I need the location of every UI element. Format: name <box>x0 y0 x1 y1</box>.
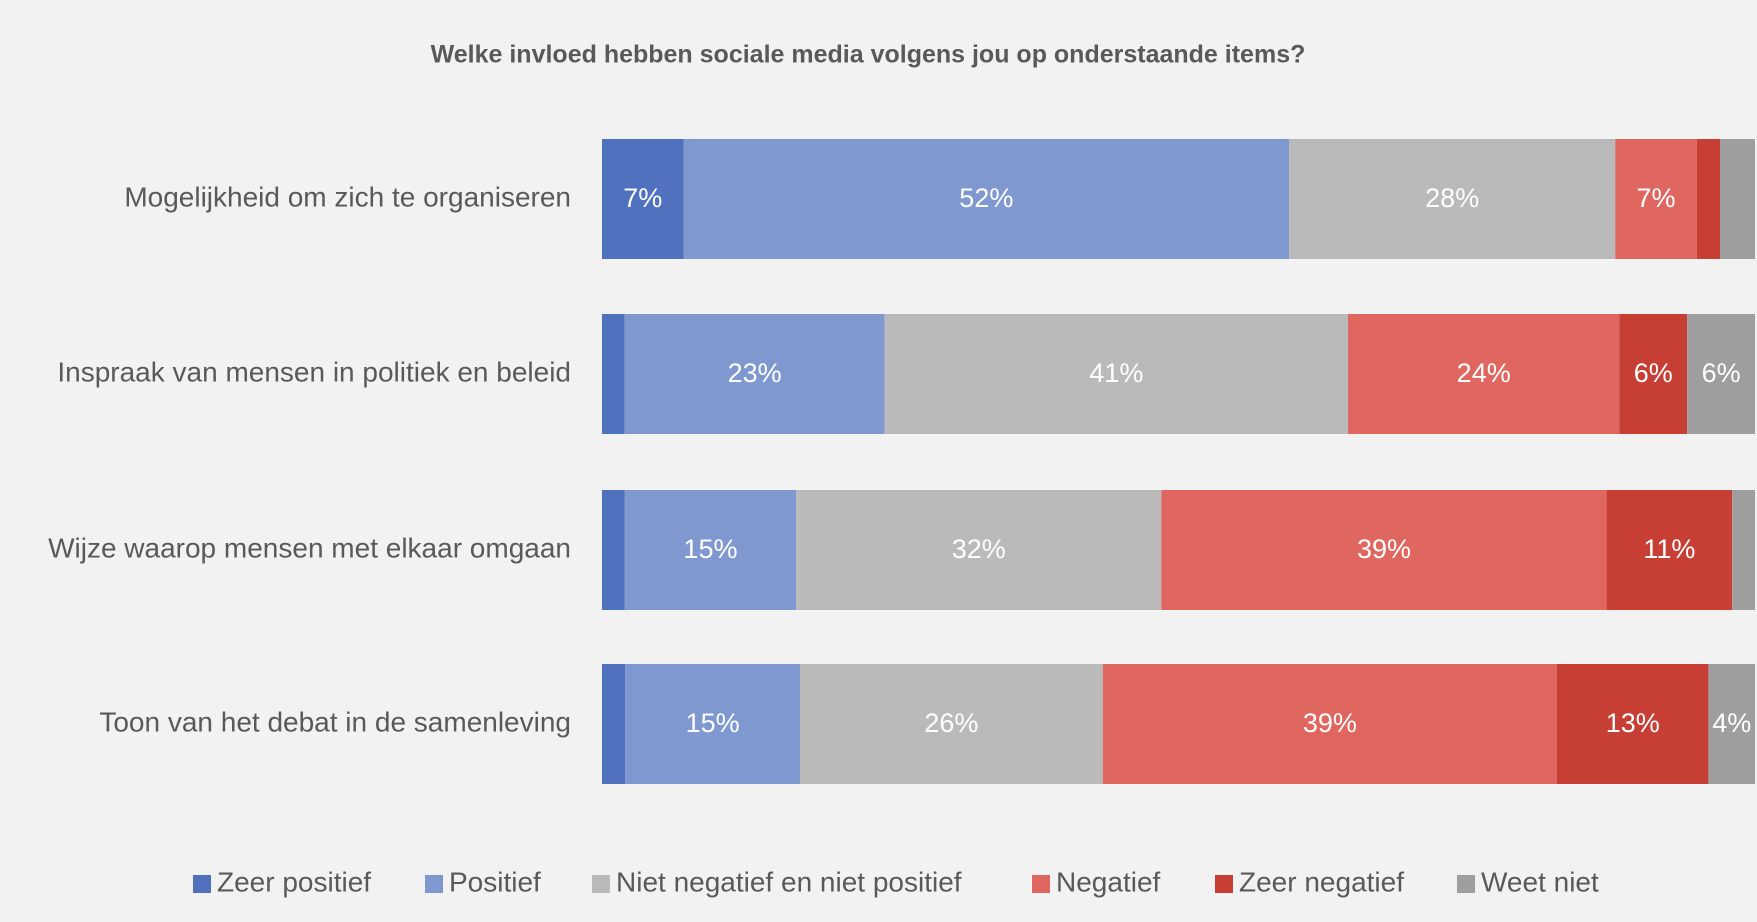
bar-segment <box>602 664 626 784</box>
category-label: Inspraak van mensen in politiek en belei… <box>57 356 571 387</box>
bar-segment <box>624 314 885 434</box>
bar-segment <box>1557 664 1709 784</box>
bar-segment <box>625 664 800 784</box>
category-label: Wijze waarop mensen met elkaar omgaan <box>48 532 571 563</box>
legend-label: Zeer positief <box>217 866 371 897</box>
bar-segment <box>1732 490 1755 610</box>
chart-title: Welke invloed hebben sociale media volge… <box>431 41 1306 69</box>
legend-label: Positief <box>449 866 541 897</box>
bar-segment <box>602 490 625 610</box>
legend-label: Zeer negatief <box>1239 866 1404 897</box>
legend-swatch <box>1457 875 1475 893</box>
legend-swatch <box>1215 875 1233 893</box>
legend-label: Niet negatief en niet positief <box>616 866 962 897</box>
legend-swatch <box>592 875 610 893</box>
bar-segment <box>1687 314 1755 434</box>
data-label: 15% <box>683 534 737 564</box>
bar-segment <box>1708 664 1755 784</box>
bar-segment <box>884 314 1349 434</box>
data-label: 52% <box>959 183 1013 213</box>
data-label: 4% <box>1712 708 1751 738</box>
data-label: 13% <box>1606 708 1660 738</box>
data-label: 41% <box>1089 358 1143 388</box>
bar-segment <box>624 490 797 610</box>
bar-segment <box>796 490 1162 610</box>
data-label: 7% <box>623 183 662 213</box>
bar-segment <box>1619 314 1688 434</box>
legend-swatch <box>1032 875 1050 893</box>
bar-segment <box>602 139 684 259</box>
legend-swatch <box>425 875 443 893</box>
data-label: 23% <box>728 358 782 388</box>
data-label: 6% <box>1634 358 1673 388</box>
bar-segment <box>1720 139 1755 259</box>
data-label: 28% <box>1425 183 1479 213</box>
bar-segment <box>799 664 1103 784</box>
data-label: 26% <box>924 708 978 738</box>
bar-segment <box>1289 139 1616 259</box>
bar-segment <box>1161 490 1607 610</box>
data-label: 24% <box>1457 358 1511 388</box>
data-label: 7% <box>1636 183 1675 213</box>
legend-label: Weet niet <box>1481 866 1599 897</box>
bar-segment <box>1348 314 1620 434</box>
bar-segment <box>1606 490 1733 610</box>
legend-label: Negatief <box>1056 866 1161 897</box>
bar-segment <box>1696 139 1721 259</box>
data-label: 15% <box>686 708 740 738</box>
bar-segment <box>1615 139 1697 259</box>
bar-segment <box>1102 664 1558 784</box>
bar-segment <box>683 139 1290 259</box>
category-label: Toon van het debat in de samenleving <box>99 706 571 737</box>
data-label: 39% <box>1357 534 1411 564</box>
legend-swatch <box>193 875 211 893</box>
data-label: 39% <box>1303 708 1357 738</box>
data-label: 6% <box>1702 358 1741 388</box>
data-label: 11% <box>1643 534 1695 564</box>
category-label: Mogelijkheid om zich te organiseren <box>124 181 571 212</box>
data-label: 32% <box>952 534 1006 564</box>
bar-segment <box>602 314 625 434</box>
